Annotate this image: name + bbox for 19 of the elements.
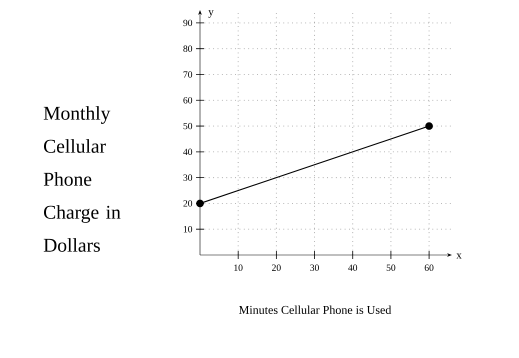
y-tick-label: 70 [184, 71, 192, 78]
y-tick-label: 60 [183, 97, 192, 104]
y-tick-label: 40 [183, 148, 192, 156]
y-tick-label: 90 [183, 20, 192, 26]
x-axis-title: Minutes Cellular Phone is Used [239, 306, 392, 314]
x-tick-label: 40 [348, 264, 358, 271]
y-tick-label: 20 [183, 200, 192, 207]
y-tick-label: 80 [183, 45, 192, 52]
y-tick-label: 10 [184, 226, 192, 232]
x-tick-label: 30 [310, 264, 319, 271]
y-axis-title: Monthly Cellular Phone Charge in Dollars [44, 106, 121, 252]
annotation: y [208, 10, 214, 18]
x-tick-label: 50 [386, 264, 396, 271]
x-tick-label: 20 [272, 264, 281, 271]
y-tick-label: 30 [183, 174, 192, 181]
x-tick-label: 60 [424, 264, 434, 271]
y-tick-label: 50 [184, 122, 192, 130]
text: x [456, 253, 462, 259]
x-tick-label: 10 [234, 264, 243, 271]
